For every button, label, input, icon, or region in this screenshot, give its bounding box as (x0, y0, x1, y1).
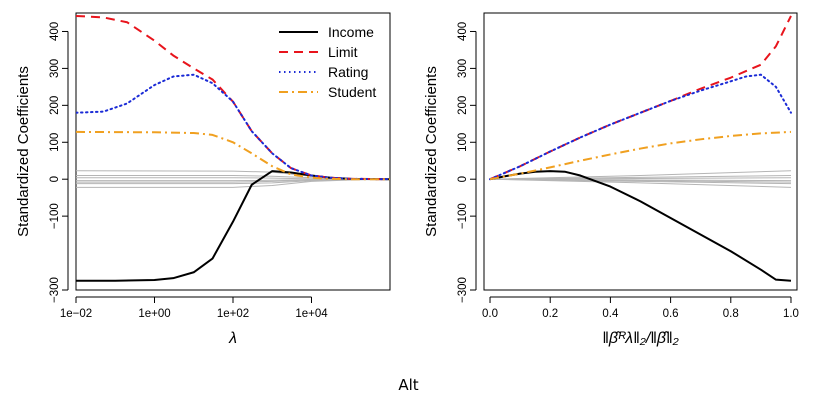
series-line-other-1 (490, 170, 791, 180)
x-tick-label: 0.8 (723, 308, 739, 320)
x-axis-label: ‖β̂ᴿλ‖₂/‖β̂‖₂ (602, 330, 679, 347)
x-tick-label: 0.0 (482, 308, 498, 320)
x-tick-label: 1e−02 (60, 308, 92, 320)
y-tick-label: −100 (49, 203, 61, 229)
plot-area (76, 14, 390, 282)
y-tick-label: 200 (49, 96, 61, 115)
plot-area (489, 15, 792, 282)
x-tick-label: 1.0 (783, 308, 799, 320)
y-tick-label: 200 (457, 96, 469, 115)
series-line-student (76, 130, 390, 181)
y-tick-label: 300 (49, 59, 61, 78)
legend-label-limit: Limit (328, 44, 358, 60)
figure-caption: Alt (398, 376, 419, 394)
series-line-rating (76, 73, 390, 181)
y-tick-label: 0 (457, 176, 469, 182)
y-axis-label: Standardized Coefficients (423, 66, 440, 237)
y-tick-label: 100 (49, 133, 61, 152)
y-tick-label: 0 (49, 176, 61, 182)
y-axis-label: Standardized Coefficients (15, 66, 32, 237)
x-tick-label: 1e+04 (295, 308, 328, 320)
legend: Income Limit Rating Student (279, 24, 376, 100)
y-tick-label: 400 (457, 22, 469, 41)
y-tick-label: −300 (457, 277, 469, 303)
series-line-income (489, 170, 792, 282)
series-line-rating (489, 73, 792, 181)
plot-frame (75, 12, 391, 291)
x-tick-label: 1e+02 (217, 308, 249, 320)
y-tick-label: −100 (457, 203, 469, 229)
series-line-student (489, 130, 792, 181)
x-tick-label: 0.2 (542, 308, 558, 320)
y-tick-label: 400 (49, 22, 61, 41)
y-tick-label: −300 (49, 277, 61, 303)
series-line-limit (489, 15, 792, 181)
x-tick-label: 0.4 (602, 308, 619, 320)
right-panel: −300 −100 0 100 200 300 400 Standardized Coeffi… (423, 12, 799, 347)
legend-label-student: Student (328, 84, 376, 100)
legend-label-rating: Rating (328, 64, 368, 80)
left-panel: −300 −100 0 100 200 300 400 Standardized Coeffi… (15, 12, 391, 347)
y-tick-label: 100 (457, 133, 469, 152)
series-line-other-7 (490, 178, 791, 188)
legend-label-income: Income (328, 24, 374, 40)
y-tick-label: 300 (457, 59, 469, 78)
x-axis-label: λ (228, 330, 237, 347)
x-tick-label: 1e+00 (138, 308, 170, 320)
x-tick-label: 0.6 (663, 308, 679, 320)
plot-frame (483, 12, 798, 291)
